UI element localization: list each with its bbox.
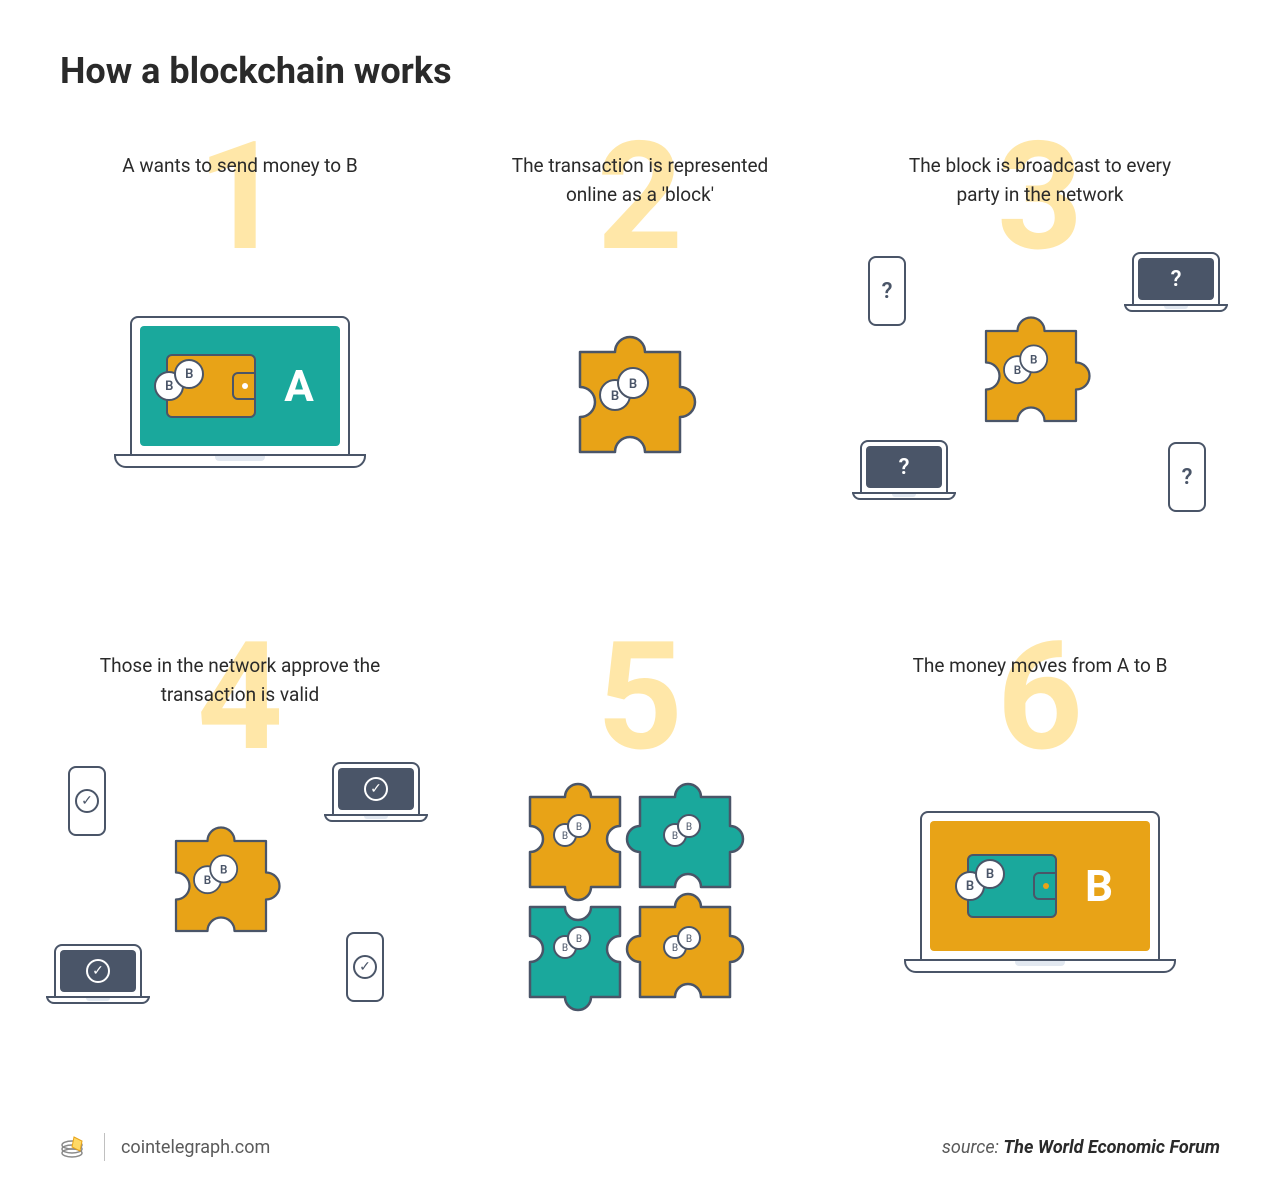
svg-text:B: B (576, 822, 582, 833)
svg-text:B: B (672, 831, 678, 842)
svg-text:B: B (576, 934, 582, 945)
svg-text:B: B (562, 943, 568, 954)
page-title: How a blockchain works (60, 50, 1220, 92)
step-3: 3 The block is broadcast to every party … (860, 152, 1220, 532)
mini-laptop-icon: ? (1132, 252, 1220, 312)
phone-icon: ✓ (68, 766, 106, 836)
bitcoin-coins-icon: BB (154, 371, 204, 401)
laptop-icon: BB B (920, 811, 1160, 973)
phone-icon: ? (868, 256, 906, 326)
wallet-icon: BB (166, 354, 256, 418)
svg-text:B: B (672, 943, 678, 954)
step-illustration: BB BB BB BB (460, 752, 820, 1032)
mini-laptop-icon: ✓ (332, 762, 420, 822)
step-caption: The transaction is represented online as… (490, 152, 790, 242)
step-caption: A wants to send money to B (122, 152, 357, 242)
svg-text:B: B (686, 934, 692, 945)
step-1: 1 A wants to send money to B BB A (60, 152, 420, 532)
puzzle-piece-icon: B B (140, 802, 320, 952)
svg-text:B: B (1030, 352, 1037, 366)
source-label: source: (942, 1137, 1003, 1158)
cointelegraph-logo-icon (60, 1133, 88, 1161)
svg-text:B: B (611, 389, 619, 404)
svg-text:B: B (562, 831, 568, 842)
steps-grid: 1 A wants to send money to B BB A (60, 152, 1220, 1032)
svg-text:B: B (629, 377, 637, 392)
wallet-letter: B (1085, 860, 1113, 912)
step-caption: The block is broadcast to every party in… (890, 152, 1190, 242)
wallet-icon: BB (967, 854, 1057, 918)
svg-text:B: B (1014, 363, 1021, 377)
step-5: 5 BB BB BB BB (460, 652, 820, 1032)
phone-icon: ? (1168, 442, 1206, 512)
mini-laptop-icon: ? (860, 440, 948, 500)
step-6: 6 The money moves from A to B BB B (860, 652, 1220, 1032)
step-number: 5 (597, 622, 683, 772)
step-2: 2 The transaction is represented online … (460, 152, 820, 532)
puzzle-piece-icon: B B (540, 312, 740, 472)
site-name: cointelegraph.com (121, 1137, 270, 1158)
phone-icon: ✓ (346, 932, 384, 1002)
source-name: The World Economic Forum (1003, 1137, 1220, 1158)
svg-text:B: B (204, 873, 211, 887)
step-illustration: BB B (860, 752, 1220, 1032)
wallet-letter: A (284, 360, 314, 412)
step-illustration: ? ? B B ? ? (860, 252, 1220, 532)
four-puzzle-icon: BB BB BB BB (510, 767, 770, 1017)
step-illustration: ✓ ✓ B B ✓ ✓ (60, 752, 420, 1032)
laptop-icon: BB A (130, 316, 350, 468)
step-illustration: B B (460, 252, 820, 532)
svg-text:B: B (220, 862, 227, 876)
puzzle-piece-icon: B B (950, 292, 1130, 442)
footer: cointelegraph.com source: The World Econ… (60, 1133, 1220, 1161)
bitcoin-coins-icon: BB (955, 871, 1005, 901)
step-illustration: BB A (60, 252, 420, 532)
step-caption: The money moves from A to B (913, 652, 1168, 742)
mini-laptop-icon: ✓ (54, 944, 142, 1004)
svg-text:B: B (686, 822, 692, 833)
step-caption: Those in the network approve the transac… (90, 652, 390, 742)
step-4: 4 Those in the network approve the trans… (60, 652, 420, 1032)
